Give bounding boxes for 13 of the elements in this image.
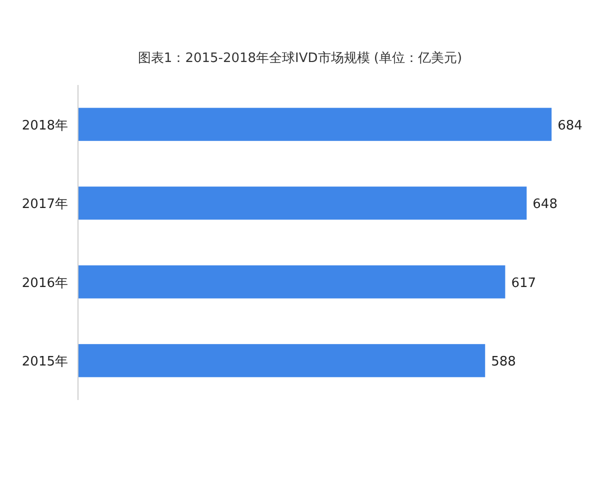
y-tick-label: 2015年 (22, 354, 68, 370)
data-label: 588 (491, 354, 516, 370)
bar (78, 186, 527, 220)
bar (78, 344, 486, 378)
bar (78, 265, 506, 298)
y-tick-label: 2018年 (22, 118, 68, 134)
chart-title: 图表1：2015-2018年全球IVD市场规模 (单位：亿美元) (138, 50, 462, 66)
data-label: 648 (532, 197, 558, 212)
data-label: 617 (511, 276, 536, 291)
data-label: 684 (558, 118, 582, 134)
y-tick-label: 2017年 (22, 197, 68, 212)
y-tick-label: 2016年 (22, 276, 68, 291)
bar (78, 108, 552, 141)
